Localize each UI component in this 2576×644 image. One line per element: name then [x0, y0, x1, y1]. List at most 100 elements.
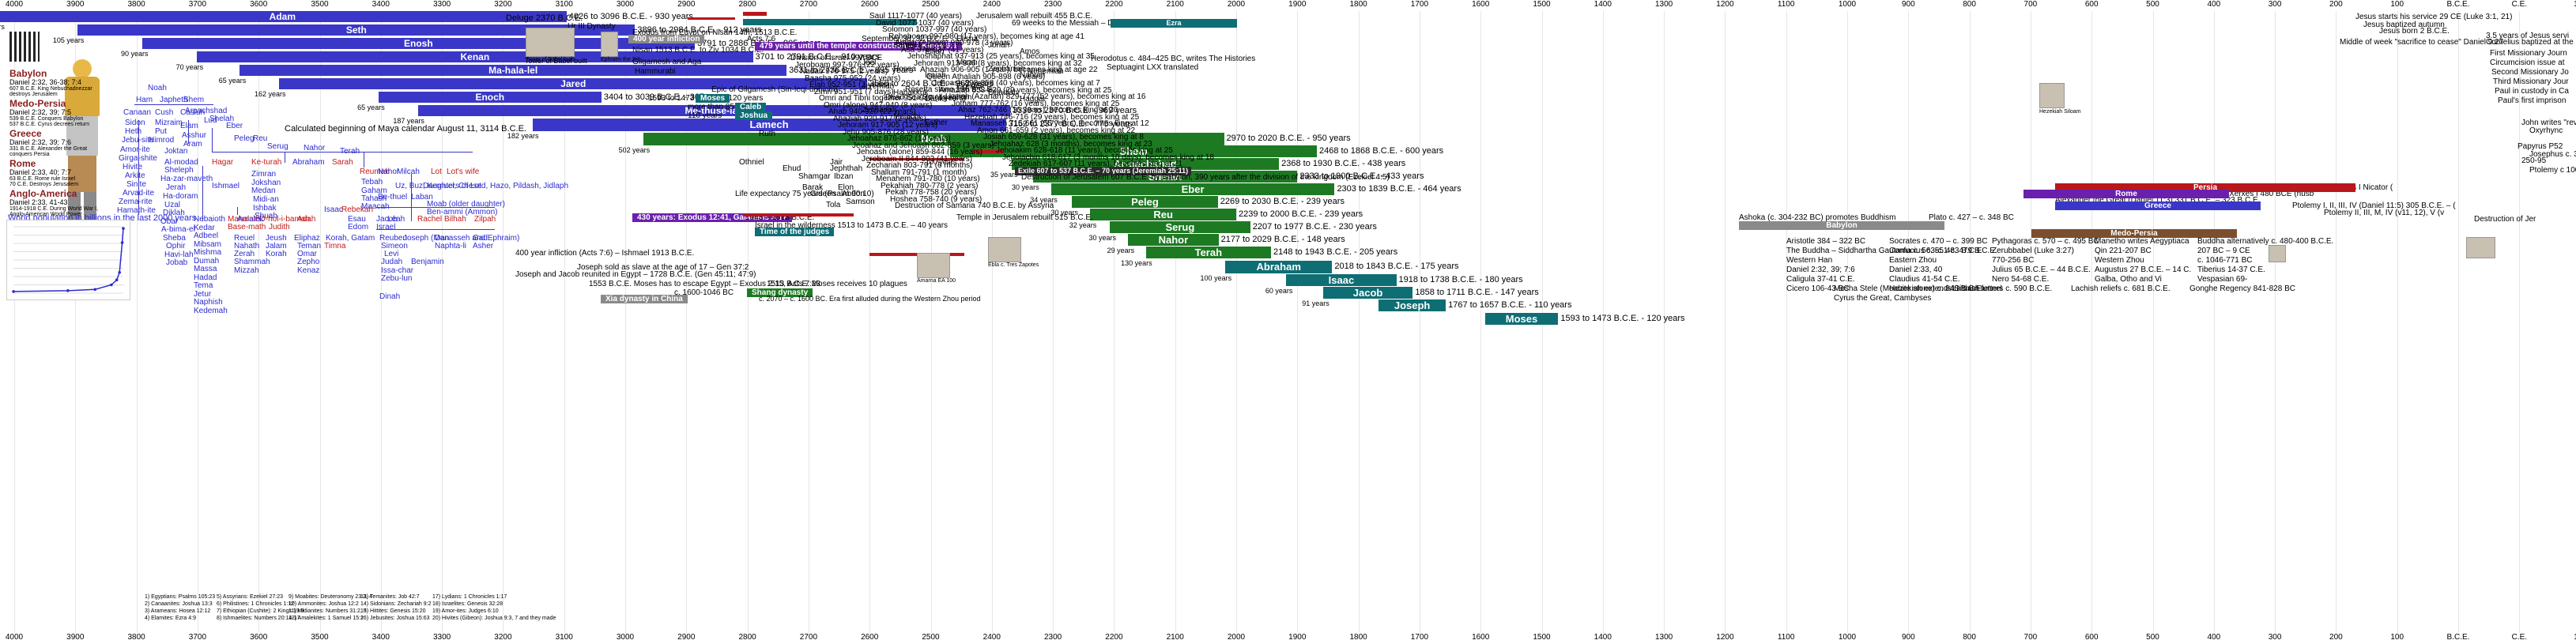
king-entry: Samuel — [893, 41, 920, 50]
axis-tick-label: 1600 — [1472, 633, 1490, 642]
right-event: First Missionary Journ — [2490, 49, 2567, 58]
ishmael-son: Jetur — [194, 289, 212, 299]
esau-descendant: Eliphaz — [294, 234, 320, 243]
right-event: Papyrus P52 — [2518, 142, 2563, 151]
king-entry: Zechariah — [862, 106, 897, 115]
patriarch-age-at-son: 35 years — [990, 171, 1018, 179]
empire-note: 1914-1918 C.E. During World War I, — [9, 206, 99, 212]
axis-tick-label: 2400 — [983, 0, 1001, 9]
patriarch-age-at-son: 32 years — [1069, 221, 1097, 229]
right-event: Destruction of Jer — [2474, 215, 2536, 224]
axis-tick-label: 1800 — [1349, 0, 1367, 9]
gridline — [2213, 11, 2215, 633]
empire-note: 70 C.E. Destroys Jerusalem — [9, 182, 79, 187]
king-entry: Zechariah 803-791 (6 months) — [866, 161, 973, 170]
abraham-family-member: Lot — [431, 168, 442, 176]
right-event: Jesus baptized autumn — [2363, 21, 2445, 29]
photo-caption: Tower of Babel built — [526, 57, 575, 62]
empire-bar: Greece — [2055, 201, 2261, 210]
patriarch-age-at-son: 162 years — [254, 90, 286, 98]
event-label: Nisan 1513 B.C.E. to Ziv 1034 B.C.E. — [632, 46, 764, 55]
ham-descendant: Mizraim — [155, 119, 183, 127]
ishmael-son: Dumah — [194, 256, 220, 266]
right-event: Hezekiah extends Siloam tunnel — [1889, 284, 2002, 293]
abraham-family-member: Judah — [381, 258, 403, 266]
population-point — [118, 270, 121, 274]
right-event: Jesus starts his service 29 CE (Luke 3:1… — [2355, 13, 2513, 21]
gridline — [747, 11, 749, 633]
shem-descendant: Ha-zar-maveth — [160, 175, 213, 183]
event-label: Jephthah — [830, 164, 863, 173]
king-entry: Jehoram 917-905 (12 years) — [838, 121, 938, 130]
axis-tick-label: 3400 — [372, 0, 390, 9]
event-label: Ruth — [759, 130, 776, 138]
king-entry: Nahum — [1020, 71, 1046, 80]
shem-descendant: Lud — [204, 116, 217, 125]
ishmael-son: Adbeel — [194, 232, 219, 240]
right-event: 3.5 years of Jesus servi — [2486, 32, 2570, 40]
artifact-photo — [526, 28, 575, 57]
patriarch-name: Moses — [1505, 313, 1538, 325]
king-entry: Jehoash (alone) 859-844 (16 years) — [857, 148, 983, 156]
gridline — [1786, 11, 1787, 633]
right-event: Circumcision issue at — [2490, 58, 2565, 67]
abraham-family-member: Ben-ammi (Ammon) — [427, 208, 498, 217]
patriarch-name: Nahor — [1158, 234, 1189, 246]
gridline — [1297, 11, 1299, 633]
king-entry: Jotham 777-762 (16 years), becomes king … — [952, 99, 1120, 108]
patriarch-range: 2303 to 1839 B.C.E. - 464 years — [1337, 184, 1461, 194]
ham-descendant: Jebu-site — [122, 136, 154, 145]
king-entry: Division of Israel 997 BCE — [790, 54, 883, 62]
axis-tick-label: 4000 — [5, 0, 24, 9]
population-point — [115, 278, 119, 281]
gridline — [1114, 11, 1115, 633]
king-entry: Josiah 659-628 (31 years), becomes king … — [983, 133, 1144, 141]
footnote: 16) Jebusites: Joshua 15:63 — [360, 616, 430, 621]
patriarch-age-at-son: 65 years — [357, 104, 385, 111]
ham-descendant: Cush — [155, 108, 174, 117]
gridline — [625, 11, 626, 633]
shem-descendant: Uzal — [164, 201, 181, 209]
event-bar: Joshua — [735, 111, 773, 120]
right-event: Cyrus the Great, Cambyses — [1834, 294, 1932, 303]
tree-connector — [411, 174, 412, 221]
axis-tick-label: 600 — [2084, 0, 2099, 9]
shem-descendant: Elam — [180, 122, 198, 130]
abraham-family-member: Uz, Buz, Kemuel, Chesed, Hazo, Pildash, … — [395, 182, 568, 190]
esau-descendant: Reuel — [234, 234, 255, 243]
photo-caption: Ebla c. Tres Zapotes — [988, 262, 1039, 268]
empire-bar: Babylon — [1739, 221, 1944, 230]
shem-descendant: Aram — [183, 140, 202, 149]
empire-ref: Daniel 2:32, 39; 7:6 — [9, 138, 72, 146]
abraham-family-member: Jacob — [376, 215, 398, 224]
king-entry: Jeoahaz and Jehoash 862-859 (3 years) — [852, 141, 994, 150]
king-entry: Jonah — [988, 41, 1010, 50]
axis-tick-label: 2700 — [799, 0, 818, 9]
gridline — [1602, 11, 1604, 633]
axis-tick-label: 3900 — [66, 633, 85, 642]
event-label: Acts 7:6 — [747, 35, 776, 43]
right-event: Augustus 27 B.C.E. – 14 C. — [2095, 266, 2192, 274]
king-entry: Esther — [925, 119, 948, 127]
event-label: Joseph sold as slave at the age of 17 – … — [577, 263, 749, 272]
footnote: 12) Amalekites: 1 Samuel 15:2 — [289, 616, 364, 621]
patriarch-bar-shem: Shem — [950, 145, 1318, 157]
abraham-family-member: Zimran — [251, 170, 277, 179]
axis-tick-label: 1400 — [1593, 633, 1612, 642]
patriarch-bar-jacob: Jacob — [1322, 287, 1413, 299]
esau-descendant: Korah — [266, 250, 287, 258]
axis-tick-label: 1100 — [1777, 633, 1795, 642]
patriarch-bar-enoch: Enoch — [378, 92, 602, 103]
king-entry: Menahem 791-780 (10 years) — [876, 175, 980, 183]
axis-tick-label: 900 — [1901, 0, 1915, 9]
axis-tick-label: 500 — [2146, 633, 2159, 642]
axis-tick-label: 3500 — [311, 0, 329, 9]
empire-name: Greece — [9, 128, 42, 139]
timeline-stripe — [869, 158, 964, 160]
empire-ref: Daniel 2:33, 41-43 — [9, 198, 68, 206]
axis-tick-label: 1300 — [1654, 0, 1673, 9]
empire-note: 331 B.C.E. Alexander the Great — [9, 146, 88, 152]
esau-descendant: Teman — [297, 242, 322, 250]
gridline — [869, 11, 871, 633]
ham-descendant: Hamath-ite — [117, 206, 156, 215]
